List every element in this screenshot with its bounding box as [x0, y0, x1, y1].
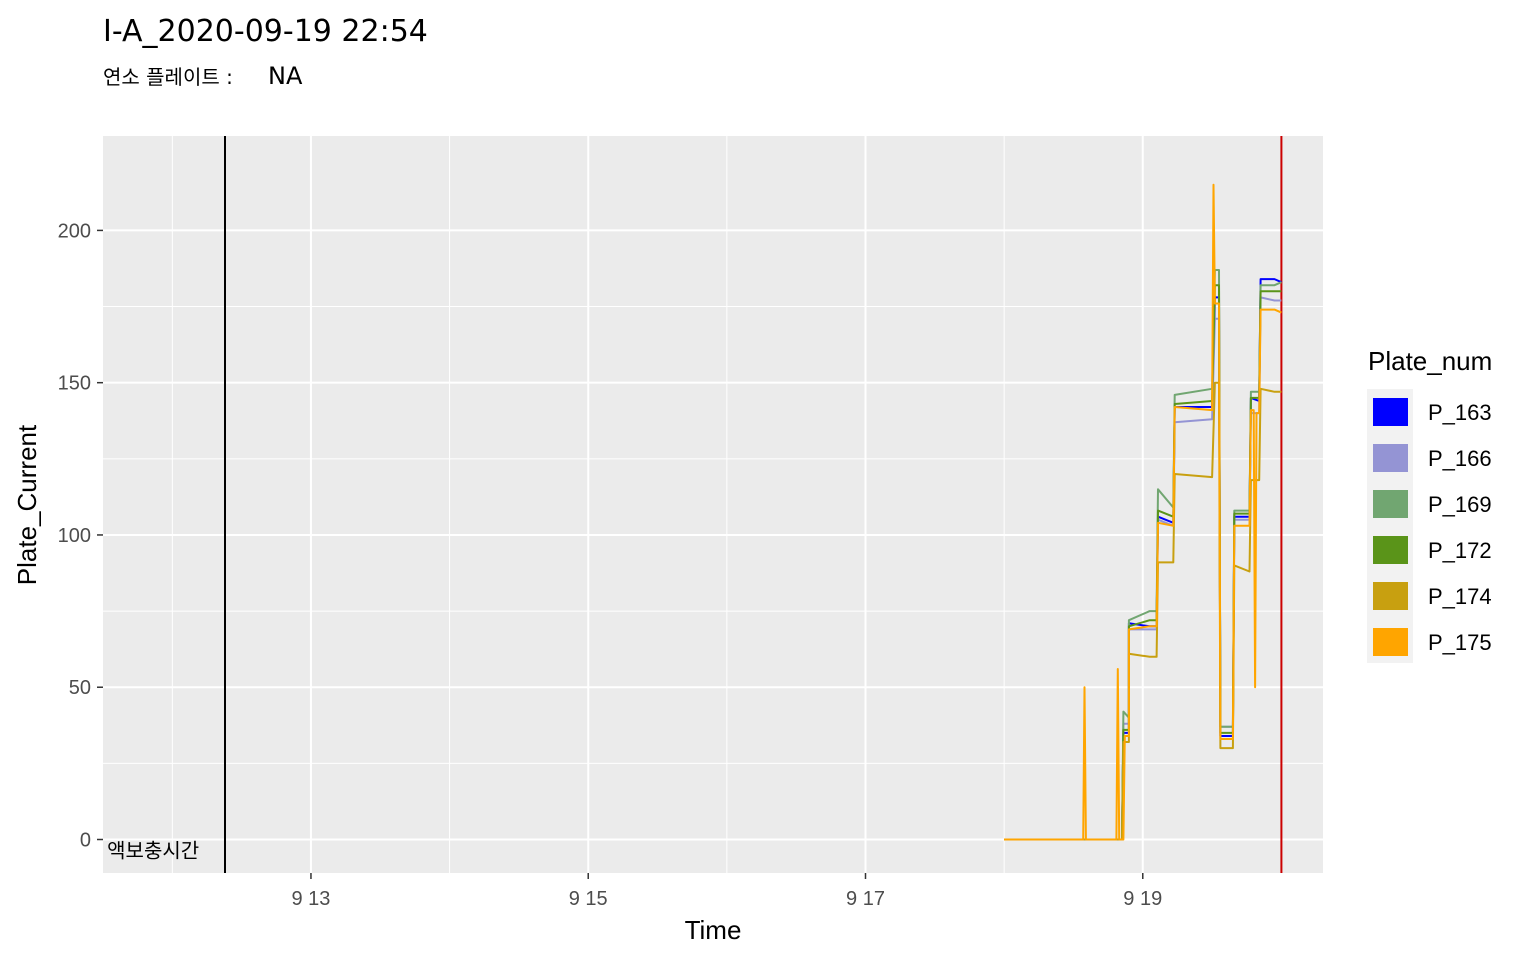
y-tick-label: 100 — [58, 525, 91, 547]
y-tick-label: 50 — [69, 677, 91, 699]
chart-subtitle-value: NA — [268, 62, 303, 90]
y-tick-label: 0 — [80, 830, 91, 852]
legend-label: P_166 — [1428, 446, 1492, 471]
series-lines — [1004, 183, 1282, 841]
vertical-reference-lines — [224, 136, 1283, 873]
legend-label: P_174 — [1428, 584, 1492, 609]
legend-label: P_163 — [1428, 400, 1492, 425]
series-line-p-175 — [1004, 183, 1282, 841]
x-tick-label: 9 19 — [1123, 888, 1162, 910]
legend-swatch — [1373, 398, 1408, 426]
legend-swatch — [1373, 490, 1408, 518]
legend-title: Plate_num — [1368, 346, 1492, 376]
chart-title: I-A_2020-09-19 22:54 — [103, 14, 428, 49]
legend-swatch — [1373, 444, 1408, 472]
legend-label: P_172 — [1428, 538, 1492, 563]
y-tick-label: 200 — [58, 220, 91, 242]
legend-label: P_169 — [1428, 492, 1492, 517]
legend-swatch — [1373, 582, 1408, 610]
legend: Plate_num P_163 P_166 P_169 P_172 P_174 P_175 — [1367, 346, 1492, 663]
x-tick-label: 9 17 — [846, 888, 885, 910]
x-axis-ticks: 9 13 9 15 9 17 9 19 — [291, 873, 1162, 910]
y-tick-label: 150 — [58, 373, 91, 395]
x-tick-label: 9 15 — [569, 888, 608, 910]
y-axis-ticks: 0 50 100 150 200 — [58, 220, 103, 852]
y-axis-title: Plate_Current — [12, 424, 42, 585]
chart-subtitle-label: 연소 플레이트 : — [103, 65, 233, 89]
legend-swatch — [1373, 536, 1408, 564]
x-tick-label: 9 13 — [291, 888, 330, 910]
annotation-label: 액보충시간 — [107, 839, 199, 863]
legend-key-background — [1367, 389, 1413, 663]
plot-panel — [103, 136, 1323, 873]
legend-swatch — [1373, 628, 1408, 656]
legend-items: P_163 P_166 P_169 P_172 P_174 P_175 — [1373, 398, 1492, 656]
legend-label: P_175 — [1428, 630, 1492, 655]
x-axis-title: Time — [685, 915, 742, 945]
